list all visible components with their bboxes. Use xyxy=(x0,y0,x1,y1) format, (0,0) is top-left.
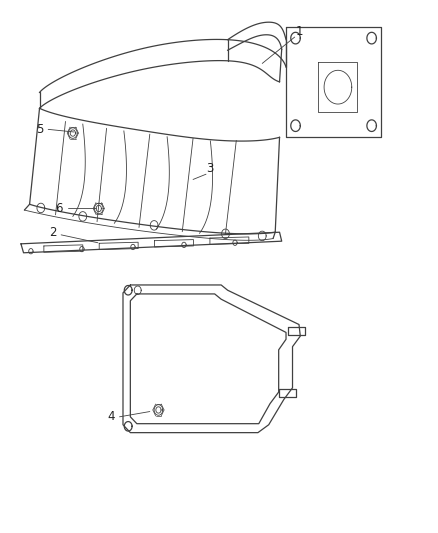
Text: 6: 6 xyxy=(55,202,63,215)
Text: 1: 1 xyxy=(295,25,303,38)
Text: 3: 3 xyxy=(207,163,214,175)
Text: 4: 4 xyxy=(107,410,115,423)
Text: 2: 2 xyxy=(49,225,56,239)
Text: 5: 5 xyxy=(36,123,43,136)
